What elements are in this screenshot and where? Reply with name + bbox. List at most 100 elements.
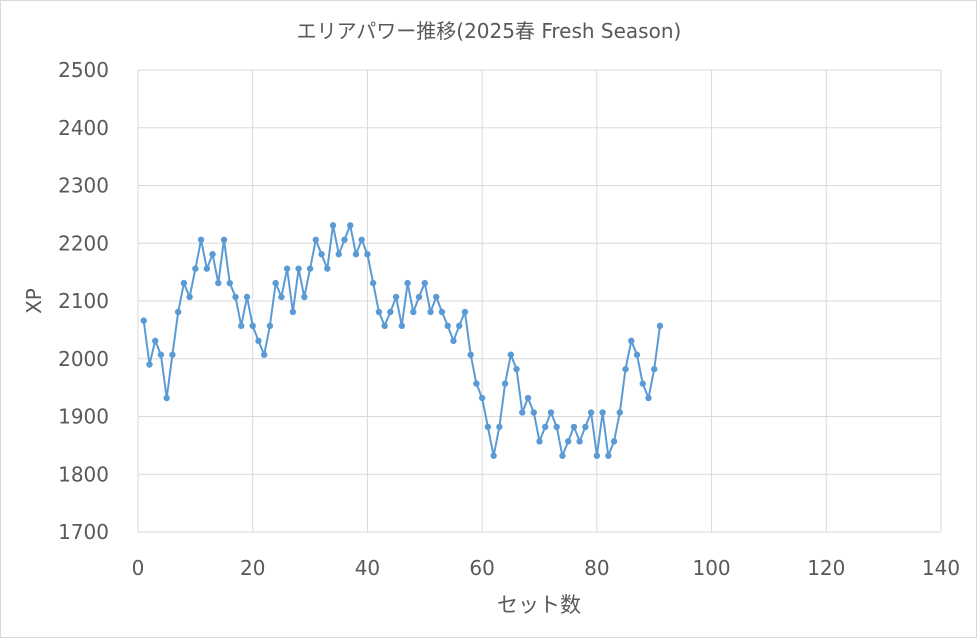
x-tick-label: 0 — [132, 556, 145, 580]
data-point — [415, 293, 423, 301]
data-point — [197, 236, 205, 243]
data-point — [645, 394, 652, 402]
data-point — [622, 365, 629, 373]
data-point — [220, 236, 228, 243]
x-tick-label: 140 — [922, 556, 960, 580]
data-point — [140, 317, 147, 324]
x-tick-label: 120 — [807, 556, 845, 580]
x-tick-label: 100 — [692, 556, 730, 580]
data-point — [651, 365, 658, 373]
data-point — [610, 438, 618, 445]
y-tick-label: 2500 — [58, 58, 109, 82]
data-point — [289, 308, 297, 316]
data-point — [639, 380, 646, 387]
data-point — [243, 293, 251, 301]
data-point — [203, 265, 211, 272]
data-point — [381, 322, 388, 330]
y-axis-tick-labels: 1700 1800 1900 2000 2100 2200 2300 2400 2500 — [58, 58, 109, 544]
data-point — [456, 322, 463, 330]
data-point — [570, 423, 578, 431]
data-point — [209, 251, 216, 258]
data-point — [473, 380, 480, 387]
data-point — [582, 423, 589, 431]
data-point — [301, 293, 308, 301]
data-point — [605, 452, 612, 459]
y-tick-label: 1700 — [58, 520, 109, 544]
data-point — [484, 423, 492, 431]
data-point — [324, 265, 331, 272]
data-point — [628, 337, 635, 345]
data-point — [450, 337, 457, 345]
data-point — [496, 423, 503, 431]
x-tick-label: 40 — [355, 556, 380, 580]
data-point — [427, 308, 434, 316]
data-point — [238, 322, 245, 330]
chart-title: エリアパワー推移(2025春 Fresh Season) — [297, 19, 682, 43]
data-point — [478, 394, 486, 402]
data-point — [260, 351, 268, 358]
y-tick-label: 2100 — [58, 289, 109, 313]
data-point — [341, 236, 348, 243]
data-point — [146, 361, 153, 368]
data-point — [501, 380, 509, 387]
data-point — [169, 351, 176, 358]
data-point — [312, 236, 320, 243]
data-point — [335, 251, 342, 258]
data-point — [433, 293, 440, 301]
data-point — [358, 236, 365, 243]
data-point — [616, 409, 623, 416]
data-point — [152, 337, 159, 345]
data-point — [421, 279, 428, 287]
data-point — [192, 265, 199, 272]
data-point — [387, 308, 394, 316]
data-point — [656, 322, 664, 330]
data-point — [587, 409, 595, 416]
data-point — [352, 251, 360, 258]
data-point — [226, 279, 233, 287]
data-point — [318, 251, 325, 258]
series-line — [142, 224, 661, 457]
y-tick-label: 2400 — [58, 116, 109, 140]
data-point — [306, 265, 314, 272]
data-point — [524, 394, 532, 402]
data-point — [461, 308, 469, 316]
x-tick-label: 80 — [584, 556, 609, 580]
y-axis-title: XP — [22, 288, 46, 314]
series-layer — [140, 222, 664, 459]
data-point — [553, 423, 560, 431]
data-point — [564, 438, 572, 445]
x-tick-label: 20 — [240, 556, 265, 580]
data-point — [180, 279, 188, 287]
data-point — [347, 222, 354, 229]
y-tick-label: 1900 — [58, 405, 109, 429]
data-point — [163, 394, 170, 402]
data-point — [490, 452, 497, 459]
data-point — [186, 293, 193, 301]
y-tick-label: 1800 — [58, 462, 109, 486]
y-tick-label: 2000 — [58, 347, 109, 371]
data-point — [255, 337, 262, 345]
data-point — [444, 322, 451, 330]
data-point — [530, 409, 537, 416]
data-point — [410, 308, 417, 316]
data-point — [599, 409, 606, 416]
data-point — [295, 265, 302, 272]
data-point — [513, 365, 520, 373]
data-point — [576, 438, 583, 445]
data-point — [174, 308, 182, 316]
x-axis-tick-labels: 0 20 40 60 80 100 120 140 — [132, 556, 960, 580]
data-point — [249, 322, 256, 330]
data-point — [547, 409, 555, 416]
data-point — [283, 265, 291, 272]
y-tick-label: 2300 — [58, 174, 109, 198]
x-tick-label: 60 — [469, 556, 494, 580]
data-point — [398, 322, 406, 330]
data-point — [404, 279, 411, 287]
data-point — [438, 308, 446, 316]
data-point — [593, 452, 601, 459]
data-point — [278, 293, 285, 301]
data-point — [364, 251, 371, 258]
x-axis-title: セット数 — [497, 593, 581, 617]
